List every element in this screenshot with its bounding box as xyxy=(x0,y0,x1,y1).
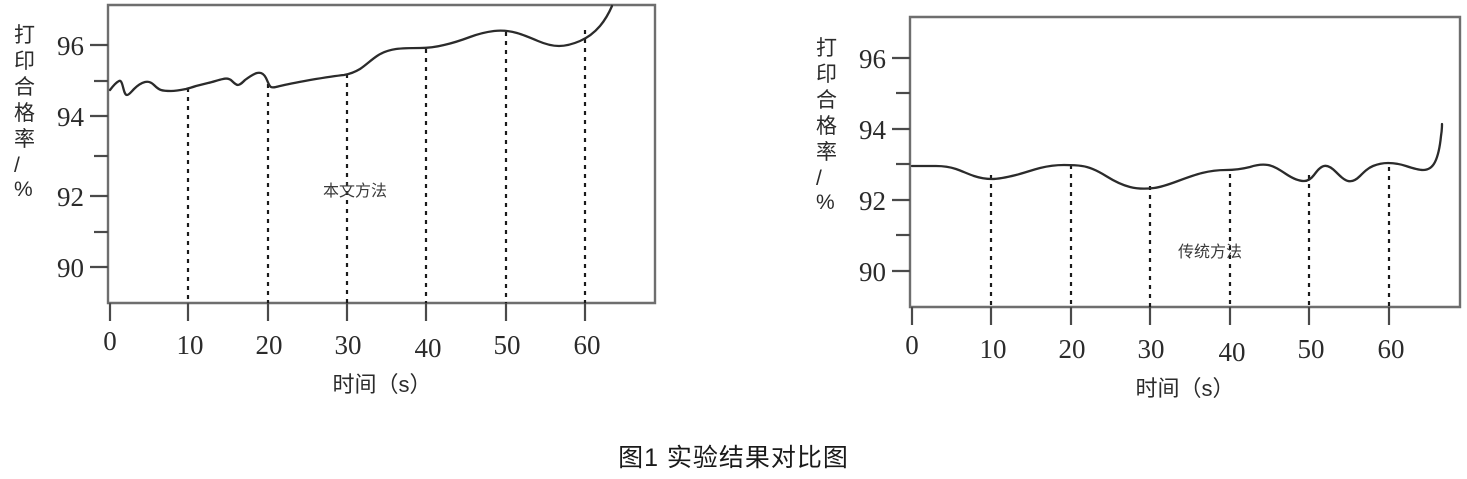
x-tick-label: 50 xyxy=(1298,334,1325,364)
y-tick-label: 92 xyxy=(859,186,886,216)
x-ticks xyxy=(910,307,1391,325)
x-axis-title: 时间（s） xyxy=(332,372,431,397)
x-tick-label: 60 xyxy=(1378,334,1405,364)
y-axis-title-char: 印 xyxy=(816,63,837,86)
y-tick-label: 92 xyxy=(57,182,84,212)
x-tick-label: 30 xyxy=(1138,334,1165,364)
y-axis-title-char: 合 xyxy=(14,76,35,99)
y-axis-title-char: / xyxy=(816,167,822,190)
y-major-ticks xyxy=(892,56,910,273)
y-tick-label: 94 xyxy=(859,115,887,145)
plot-frame xyxy=(908,15,1462,309)
y-axis-title: 打 印 合 格 率 / % xyxy=(14,24,35,201)
left-chart-svg: 96 94 92 90 打 印 合 格 率 / % xyxy=(14,3,657,397)
x-tick-label: 10 xyxy=(980,334,1007,364)
series-annotation: 本文方法 xyxy=(323,182,387,200)
right-chart-svg: 96 94 92 90 打 印 合 格 率 / % xyxy=(816,15,1462,401)
y-axis-title: 打 印 合 格 率 / % xyxy=(816,37,837,214)
y-tick-label: 94 xyxy=(57,102,85,132)
series-annotation: 传统方法 xyxy=(1178,243,1242,261)
y-tick-label: 90 xyxy=(859,257,886,287)
x-tick-label: 0 xyxy=(103,326,117,356)
y-tick-label: 96 xyxy=(859,44,886,74)
y-axis-title-char: % xyxy=(816,191,835,214)
guide-lines xyxy=(186,30,587,303)
y-axis-title-char: 率 xyxy=(14,128,35,151)
y-axis-title-char: 率 xyxy=(816,141,837,164)
x-tick-label: 0 xyxy=(905,330,919,360)
figure-caption: 图1 实验结果对比图 xyxy=(618,444,849,472)
y-axis-title-char: % xyxy=(14,178,33,201)
x-tick-label: 40 xyxy=(415,333,442,363)
x-tick-label: 60 xyxy=(574,330,601,360)
y-axis-title-char: 格 xyxy=(14,102,35,125)
guide-lines xyxy=(989,165,1391,307)
x-ticks xyxy=(108,303,587,321)
y-axis-title-char: 格 xyxy=(816,115,837,138)
plot-frame xyxy=(106,3,657,305)
chart-panel-left: 96 94 92 90 打 印 合 格 率 / % xyxy=(0,0,760,420)
series-line-chuan-tong-fang-fa xyxy=(910,122,1444,190)
y-axis-title-char: 印 xyxy=(14,50,35,73)
y-axis-title-char: 打 xyxy=(816,37,837,60)
x-tick-label: 10 xyxy=(177,330,204,360)
y-major-ticks xyxy=(90,43,108,269)
x-tick-label: 20 xyxy=(256,330,283,360)
y-axis-title-char: 打 xyxy=(14,24,35,47)
y-axis-title-char: / xyxy=(14,154,20,177)
x-tick-label: 30 xyxy=(335,330,362,360)
y-tick-label: 90 xyxy=(57,253,84,283)
x-tick-label: 50 xyxy=(494,330,521,360)
y-tick-label: 96 xyxy=(57,31,84,61)
x-tick-label: 40 xyxy=(1219,337,1246,367)
y-minor-ticks xyxy=(896,91,910,237)
series-line-ben-wen-fang-fa xyxy=(108,4,614,97)
y-axis-title-char: 合 xyxy=(816,89,837,112)
x-tick-label: 20 xyxy=(1059,334,1086,364)
chart-panel-right: 96 94 92 90 打 印 合 格 率 / % xyxy=(760,0,1467,420)
y-minor-ticks xyxy=(94,79,108,234)
x-axis-title: 时间（s） xyxy=(1135,376,1234,401)
